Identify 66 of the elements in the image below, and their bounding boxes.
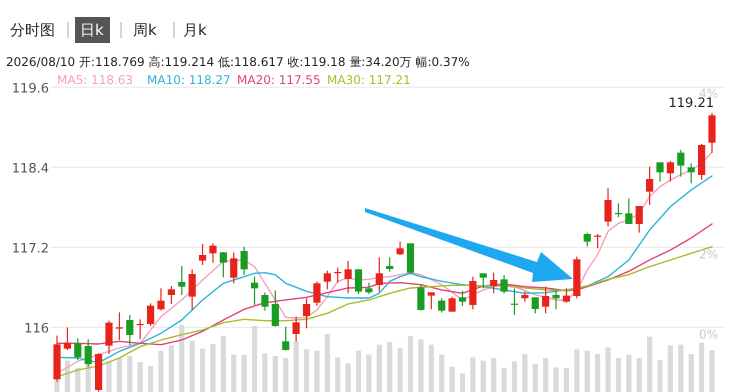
candlestick <box>220 251 227 278</box>
candlestick <box>282 326 290 352</box>
candlestick <box>250 276 258 306</box>
candlestick <box>438 298 446 314</box>
candlestick <box>666 160 674 182</box>
candlestick <box>396 241 404 256</box>
candlestick <box>646 166 654 206</box>
candlestick <box>157 288 165 312</box>
text: MA10: 118.27 <box>147 73 231 87</box>
candlestick <box>542 286 550 314</box>
candlestick <box>105 320 113 355</box>
y-tick-label: 119.6 <box>12 81 49 96</box>
candlestick <box>677 149 684 178</box>
candlestick <box>490 272 498 294</box>
text: 分时图 <box>10 21 55 39</box>
candlestick <box>126 314 134 346</box>
candlestick <box>656 162 664 182</box>
chart-title: 2026/08/10 开:118.769 高:119.214 低:118.617 收:119.18 量:34.20万 幅:0.37% <box>6 55 470 69</box>
candlestick <box>272 290 279 328</box>
text: 月k <box>183 21 207 39</box>
candlestick <box>64 326 71 351</box>
text: 日k <box>80 21 104 39</box>
y-tick-label: 118.4 <box>12 161 49 176</box>
candlestick <box>521 291 528 302</box>
candlestick <box>688 162 695 184</box>
candlestick <box>636 205 643 234</box>
candlestick <box>188 268 196 311</box>
candlestick <box>417 284 424 312</box>
candlestick <box>324 270 331 290</box>
candlestick <box>448 296 456 312</box>
candlestick <box>428 292 435 310</box>
candlestick <box>386 256 394 272</box>
candlestick <box>146 302 154 327</box>
candlestick <box>261 292 269 312</box>
candlestick <box>532 296 539 314</box>
candlestick <box>625 198 632 225</box>
candlestick <box>209 242 217 264</box>
text: MA30: 117.21 <box>327 73 411 87</box>
candlestick <box>510 288 518 316</box>
candlestick <box>584 232 591 248</box>
candlestick <box>198 243 206 266</box>
y-tick-label: 116 <box>24 321 49 336</box>
candlestick <box>240 246 248 276</box>
candlestick <box>469 276 476 310</box>
text: MA20: 117.55 <box>237 73 321 87</box>
candlestick <box>458 290 466 307</box>
text: MA5: 118.63 <box>57 73 134 87</box>
candlestick <box>562 288 570 304</box>
y-tick-label: 117.2 <box>12 241 49 256</box>
candlestick <box>594 233 602 249</box>
candlestick <box>500 274 508 294</box>
candlestick <box>168 285 175 305</box>
annotation: 2% <box>698 247 718 262</box>
candlestick <box>376 256 383 292</box>
candlestick <box>552 289 560 310</box>
candlestick <box>302 298 310 329</box>
candlestick <box>354 268 362 295</box>
candlestick <box>344 260 352 294</box>
candlestick <box>74 338 82 361</box>
text: 周k <box>133 21 157 39</box>
candlestick <box>178 265 186 296</box>
candlestick <box>604 188 612 228</box>
candlestick <box>365 282 373 295</box>
candlestick <box>480 272 487 289</box>
candlestick <box>230 252 238 284</box>
candlestick <box>313 281 321 307</box>
